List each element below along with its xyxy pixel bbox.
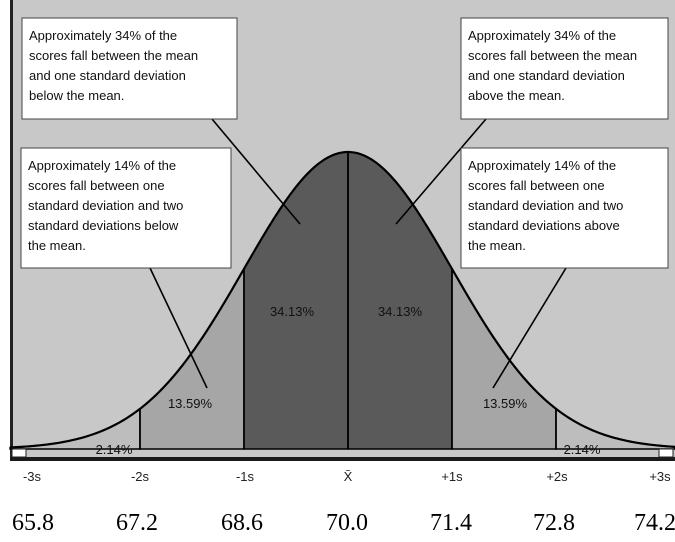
callout-text-line: the mean. <box>468 238 526 253</box>
callout-text-line: Approximately 34% of the <box>468 28 616 43</box>
callout-text-line: standard deviations below <box>28 218 179 233</box>
callout-box-right-34 <box>460 17 669 120</box>
callout-text-line: Approximately 14% of the <box>468 158 616 173</box>
score-value: 72.8 <box>533 510 575 536</box>
callout-text-line: scores fall between the mean <box>468 48 637 63</box>
normal-curve <box>9 150 675 449</box>
callout-text-left-34: Approximately 34% of the scores fall betw… <box>29 28 198 103</box>
callout-box-left-34 <box>21 17 238 120</box>
callout-text-right-34: Approximately 34% of the scores fall betw… <box>468 28 637 103</box>
band-percent-label: 13.59% <box>483 396 528 411</box>
callout-text-left-14: Approximately 14% of the scores fall betw… <box>28 158 183 253</box>
x-tick-label: X̄ <box>344 469 353 484</box>
band-percent-label: 2.14% <box>96 442 133 457</box>
x-axis: -3s -2s -1s X̄ +1s +2s +3s <box>11 448 674 484</box>
callout-text-line: scores fall between one <box>468 178 605 193</box>
band-percent-label: 13.59% <box>168 396 213 411</box>
axis-end-marker <box>11 448 27 458</box>
callout-text-line: and one standard deviation <box>468 68 625 83</box>
callouts: Approximately 34% of the scores fall betw… <box>20 17 669 269</box>
callout-text-line: scores fall between the mean <box>29 48 198 63</box>
callout-leader-line <box>149 267 208 389</box>
score-value: 67.2 <box>116 510 158 536</box>
x-tick-label: -1s <box>236 469 255 484</box>
callout-text-line: below the mean. <box>29 88 124 103</box>
band-percent-label: 34.13% <box>378 304 423 319</box>
callout-leader-line <box>211 118 301 225</box>
callout-text-line: standard deviations above <box>468 218 620 233</box>
callout-text-line: above the mean. <box>468 88 565 103</box>
callout-text-right-14: Approximately 14% of the scores fall betw… <box>468 158 623 253</box>
band-percent-label: 2.14% <box>564 442 601 457</box>
callout-text-line: standard deviation and two <box>468 198 623 213</box>
axis-end-marker <box>658 448 674 458</box>
score-value: 65.8 <box>12 510 54 536</box>
x-tick-label: +3s <box>649 469 671 484</box>
callout-leader-line <box>395 118 487 225</box>
band-labels: 2.14% 13.59% 34.13% 34.13% 13.59% 2.14% <box>96 304 601 457</box>
band-percent-label: 34.13% <box>270 304 315 319</box>
callout-text-line: standard deviation and two <box>28 198 183 213</box>
callout-text-line: Approximately 14% of the <box>28 158 176 173</box>
callout-text-line: and one standard deviation <box>29 68 186 83</box>
left-panel-border <box>10 0 13 460</box>
x-tick-label: -2s <box>131 469 150 484</box>
callout-box-left-14 <box>20 147 232 269</box>
callout-text-line: Approximately 34% of the <box>29 28 177 43</box>
x-tick-label: +1s <box>441 469 463 484</box>
callout-text-line: scores fall between one <box>28 178 165 193</box>
score-row: 65.8 67.2 68.6 70.0 71.4 72.8 74.2 <box>12 510 675 536</box>
x-tick-label: -3s <box>23 469 42 484</box>
score-value: 70.0 <box>326 510 368 536</box>
callout-box-right-14 <box>460 147 669 269</box>
callout-leader-lines <box>149 118 567 389</box>
callout-text-line: the mean. <box>28 238 86 253</box>
score-value: 74.2 <box>634 510 675 536</box>
x-tick-label: +2s <box>546 469 568 484</box>
x-axis-bar <box>10 457 675 461</box>
callout-leader-line <box>492 267 567 389</box>
score-value: 71.4 <box>430 510 472 536</box>
score-value: 68.6 <box>221 510 263 536</box>
